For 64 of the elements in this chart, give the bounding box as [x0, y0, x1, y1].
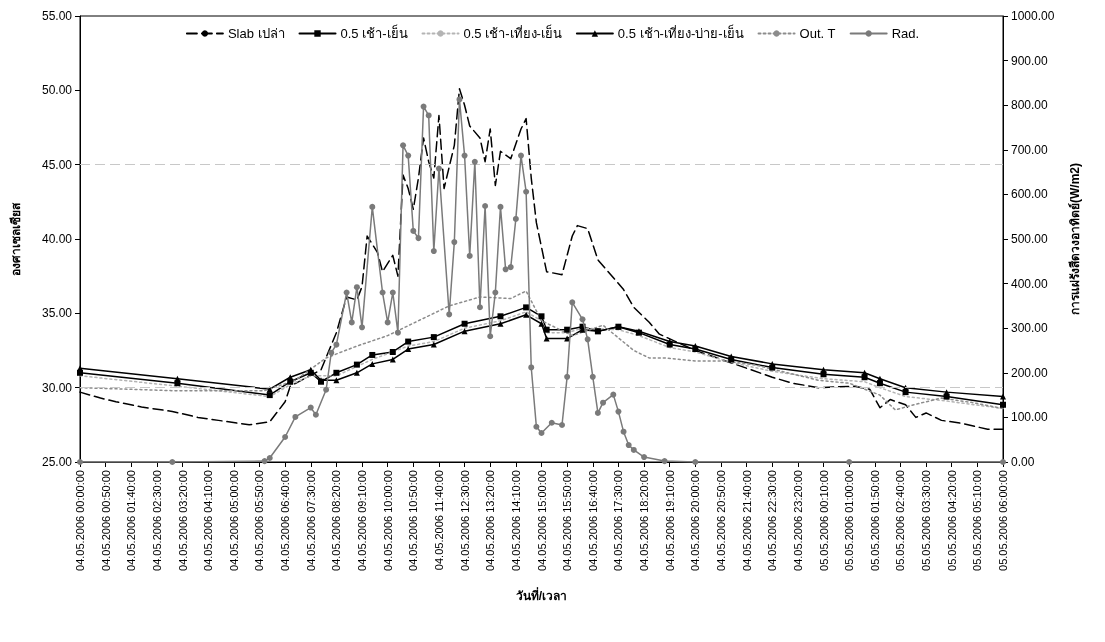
x-tick-label: 04.05.2006 01:40:00: [125, 470, 138, 571]
x-tick-label: 04.05.2006 00:00:00: [74, 470, 86, 571]
x-tick-label: 04.05.2006 03:20:00: [176, 470, 189, 571]
y-tick-label: 25.00: [41, 455, 73, 469]
x-tick-label: 05.05.2006 05:10:00: [971, 470, 984, 571]
x-tick-label: 05.05.2006 06:00:00: [997, 470, 1009, 571]
x-tick-label: 04.05.2006 14:10:00: [509, 470, 522, 571]
x-tick-label: 04.05.2006 16:40:00: [586, 470, 599, 571]
x-tick-label: 04.05.2006 15:50:00: [561, 470, 574, 571]
y-tick-label: 35.00: [41, 306, 73, 321]
y2-tick-label: 600.00: [1011, 187, 1049, 202]
x-tick-label: 04.05.2006 20:50:00: [714, 470, 727, 571]
y2-tick-label: 500.00: [1011, 232, 1049, 246]
y2-tick-label: 100.00: [1011, 410, 1049, 425]
x-tick-label: 04.05.2006 23:20:00: [791, 470, 804, 571]
y-tick-label: 40.00: [41, 232, 73, 246]
x-tick-label: 04.05.2006 21:40:00: [740, 470, 753, 571]
legend-label: Rad.: [891, 26, 920, 41]
legend-label: 0.5 เช้า-เที่ยง-เย็น: [463, 24, 562, 41]
y2-tick-label: 700.00: [1011, 142, 1049, 157]
y-tick-label: 55.00: [41, 9, 73, 23]
x-tick-label: 04.05.2006 05:50:00: [253, 470, 266, 571]
y2-tick-label: 0.00: [1011, 455, 1035, 469]
x-tick-label: 04.05.2006 07:30:00: [304, 470, 317, 571]
x-tick-label: 04.05.2006 13:20:00: [484, 470, 497, 571]
y2-tick-label: 900.00: [1011, 53, 1049, 68]
legend-label: 0.5 เช้า-เที่ยง-บ่าย-เย็น: [617, 24, 744, 41]
y2-tick-label: 300.00: [1011, 321, 1049, 336]
legend-label: Out. T: [799, 26, 836, 41]
x-tick-label: 04.05.2006 18:20:00: [638, 470, 651, 571]
x-tick-label: 05.05.2006 00:10:00: [817, 470, 830, 571]
y2-tick-label: 1000.00: [1011, 9, 1055, 23]
x-tick-label: 04.05.2006 00:50:00: [99, 470, 112, 571]
y2-tick-label: 400.00: [1011, 276, 1049, 291]
y-tick-label: 45.00: [41, 157, 73, 172]
x-tick-label: 05.05.2006 02:40:00: [894, 470, 907, 571]
x-tick-label: 04.05.2006 05:00:00: [227, 470, 240, 571]
y-tick-label: 50.00: [41, 83, 73, 98]
x-tick-label: 04.05.2006 09:10:00: [356, 470, 369, 571]
y-tick-label: 30.00: [41, 380, 73, 395]
x-axis-title: วันที่/เวลา: [515, 587, 568, 603]
y2-tick-label: 800.00: [1011, 98, 1049, 113]
x-tick-label: 04.05.2006 10:00:00: [381, 470, 394, 571]
x-tick-label: 04.05.2006 02:30:00: [150, 470, 163, 571]
x-tick-label: 04.05.2006 11:40:00: [432, 470, 445, 571]
x-tick-label: 04.05.2006 17:30:00: [612, 470, 625, 571]
x-tick-label: 04.05.2006 20:00:00: [689, 470, 702, 571]
x-tick-label: 04.05.2006 10:50:00: [407, 470, 420, 571]
x-tick-label: 05.05.2006 04:20:00: [945, 470, 958, 571]
x-tick-label: 04.05.2006 15:00:00: [535, 470, 548, 571]
x-tick-label: 05.05.2006 01:50:00: [868, 470, 881, 571]
legend-label: 0.5 เช้า-เย็น: [340, 24, 408, 41]
y2-axis-title: การแผ่รังสีดวงอาทิตย์(W/m2): [1068, 163, 1082, 315]
legend-label: Slab เปล่า: [227, 26, 285, 41]
x-tick-label: 04.05.2006 08:20:00: [330, 470, 343, 571]
x-tick-label: 04.05.2006 19:10:00: [663, 470, 676, 571]
x-tick-label: 05.05.2006 03:30:00: [920, 470, 933, 571]
y-axis-title: องศาเซลเซียส: [9, 201, 23, 276]
x-tick-label: 04.05.2006 12:30:00: [458, 470, 471, 571]
x-tick-label: 05.05.2006 01:00:00: [843, 470, 856, 571]
y2-tick-label: 200.00: [1011, 365, 1049, 380]
x-tick-label: 04.05.2006 06:40:00: [279, 470, 292, 571]
x-tick-label: 04.05.2006 22:30:00: [766, 470, 779, 571]
x-tick-label: 04.05.2006 04:10:00: [202, 470, 215, 571]
